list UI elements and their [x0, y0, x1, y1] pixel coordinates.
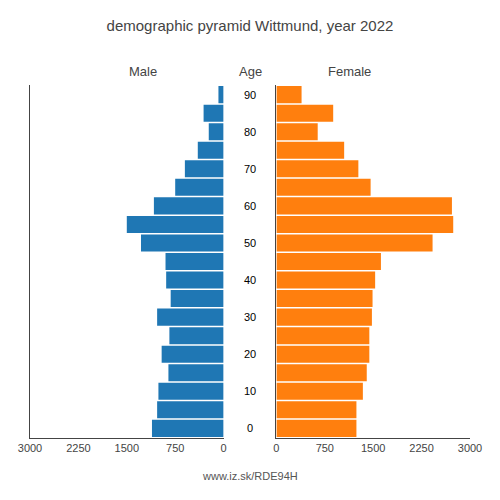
svg-text:www.iz.sk/RDE94H: www.iz.sk/RDE94H [202, 470, 298, 482]
svg-text:70: 70 [244, 163, 256, 175]
svg-text:0: 0 [247, 422, 253, 434]
svg-text:2250: 2250 [409, 442, 433, 454]
svg-text:30: 30 [244, 311, 256, 323]
svg-text:60: 60 [244, 200, 256, 212]
svg-text:1500: 1500 [115, 442, 139, 454]
svg-text:20: 20 [244, 348, 256, 360]
svg-text:Age: Age [239, 64, 262, 79]
svg-text:40: 40 [244, 274, 256, 286]
svg-text:80: 80 [244, 126, 256, 138]
svg-text:0: 0 [273, 442, 279, 454]
svg-text:750: 750 [316, 442, 334, 454]
svg-text:3000: 3000 [458, 442, 482, 454]
svg-text:demographic pyramid Wittmund,: demographic pyramid Wittmund, year 2022 [107, 17, 394, 34]
svg-text:10: 10 [244, 385, 256, 397]
svg-text:50: 50 [244, 237, 256, 249]
svg-text:0: 0 [221, 442, 227, 454]
svg-text:3000: 3000 [18, 442, 42, 454]
svg-text:Female: Female [328, 64, 371, 79]
svg-text:750: 750 [166, 442, 184, 454]
svg-text:90: 90 [244, 89, 256, 101]
svg-text:1500: 1500 [361, 442, 385, 454]
svg-text:2250: 2250 [66, 442, 90, 454]
svg-text:Male: Male [129, 64, 157, 79]
